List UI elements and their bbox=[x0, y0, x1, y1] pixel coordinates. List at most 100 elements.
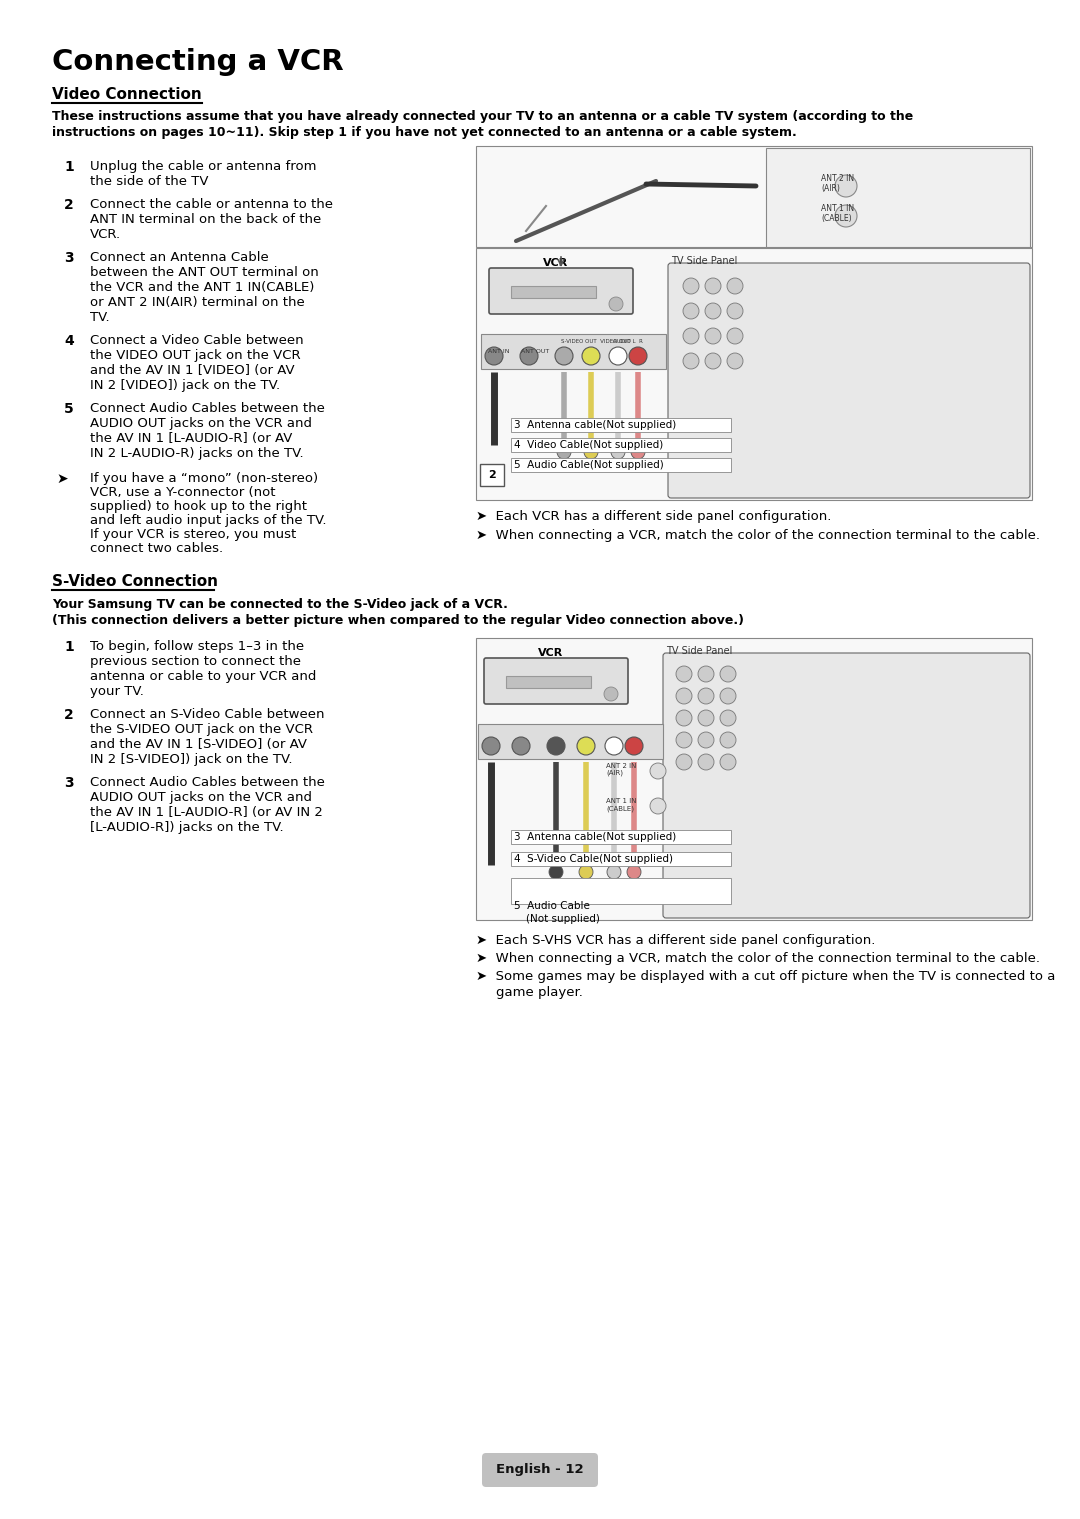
Circle shape bbox=[582, 346, 600, 365]
Text: These instructions assume that you have already connected your TV to an antenna : These instructions assume that you have … bbox=[52, 109, 914, 123]
Circle shape bbox=[676, 753, 692, 770]
Text: instructions on pages 10~11). Skip step 1 if you have not yet connected to an an: instructions on pages 10~11). Skip step … bbox=[52, 126, 797, 140]
Bar bbox=[511, 852, 731, 866]
Circle shape bbox=[698, 688, 714, 703]
Text: IN 2 [S-VIDEO]) jack on the TV.: IN 2 [S-VIDEO]) jack on the TV. bbox=[90, 753, 293, 766]
Bar bbox=[511, 286, 596, 298]
Text: 1: 1 bbox=[64, 639, 73, 655]
FancyBboxPatch shape bbox=[480, 463, 504, 486]
Text: IN 2 L-AUDIO-R) jacks on the TV.: IN 2 L-AUDIO-R) jacks on the TV. bbox=[90, 447, 303, 460]
Circle shape bbox=[683, 328, 699, 343]
Circle shape bbox=[546, 737, 565, 755]
Text: 3: 3 bbox=[64, 251, 73, 264]
Bar bbox=[478, 725, 663, 760]
Circle shape bbox=[607, 864, 621, 880]
Circle shape bbox=[727, 352, 743, 369]
Text: IN 2 [VIDEO]) jack on the TV.: IN 2 [VIDEO]) jack on the TV. bbox=[90, 380, 280, 392]
Circle shape bbox=[705, 352, 721, 369]
Text: ANT IN: ANT IN bbox=[488, 349, 510, 354]
Text: AUDIO L  R: AUDIO L R bbox=[613, 339, 643, 343]
Text: your TV.: your TV. bbox=[90, 685, 144, 699]
Text: AUDIO OUT jacks on the VCR and: AUDIO OUT jacks on the VCR and bbox=[90, 418, 312, 430]
Circle shape bbox=[519, 346, 538, 365]
Text: the S-VIDEO OUT jack on the VCR: the S-VIDEO OUT jack on the VCR bbox=[90, 723, 313, 737]
Circle shape bbox=[683, 352, 699, 369]
Text: or ANT 2 IN(AIR) terminal on the: or ANT 2 IN(AIR) terminal on the bbox=[90, 296, 305, 308]
Circle shape bbox=[683, 302, 699, 319]
Text: 4: 4 bbox=[64, 334, 73, 348]
Text: S-VIDEO OUT  VIDEO OUT: S-VIDEO OUT VIDEO OUT bbox=[561, 339, 631, 343]
Text: ANT 2 IN
(AIR): ANT 2 IN (AIR) bbox=[821, 175, 854, 193]
Circle shape bbox=[683, 278, 699, 295]
Text: (This connection delivers a better picture when compared to the regular Video co: (This connection delivers a better pictu… bbox=[52, 614, 744, 627]
Circle shape bbox=[727, 302, 743, 319]
Text: (Not supplied): (Not supplied) bbox=[526, 914, 599, 924]
Circle shape bbox=[720, 753, 735, 770]
Text: game player.: game player. bbox=[496, 986, 583, 1000]
Text: ANT IN terminal on the back of the: ANT IN terminal on the back of the bbox=[90, 213, 321, 226]
Text: connect two cables.: connect two cables. bbox=[90, 542, 224, 554]
Bar bbox=[476, 248, 1032, 500]
FancyBboxPatch shape bbox=[663, 653, 1030, 917]
Text: the AV IN 1 [L-AUDIO-R] (or AV IN 2: the AV IN 1 [L-AUDIO-R] (or AV IN 2 bbox=[90, 807, 323, 819]
FancyBboxPatch shape bbox=[484, 658, 627, 703]
Circle shape bbox=[604, 687, 618, 700]
Text: the AV IN 1 [L-AUDIO-R] (or AV: the AV IN 1 [L-AUDIO-R] (or AV bbox=[90, 431, 293, 445]
Text: Connecting a VCR: Connecting a VCR bbox=[52, 49, 343, 76]
Text: 4  S-Video Cable(Not supplied): 4 S-Video Cable(Not supplied) bbox=[514, 854, 673, 864]
Text: antenna or cable to your VCR and: antenna or cable to your VCR and bbox=[90, 670, 316, 684]
Bar bbox=[476, 146, 1032, 248]
Text: 2: 2 bbox=[64, 197, 73, 213]
Text: 3: 3 bbox=[64, 776, 73, 790]
Text: 4  Video Cable(Not supplied): 4 Video Cable(Not supplied) bbox=[514, 441, 663, 450]
Text: 2: 2 bbox=[64, 708, 73, 722]
Text: English - 12: English - 12 bbox=[496, 1463, 584, 1476]
Text: Video Connection: Video Connection bbox=[52, 87, 202, 102]
Bar bbox=[507, 676, 591, 688]
Text: and the AV IN 1 [S-VIDEO] (or AV: and the AV IN 1 [S-VIDEO] (or AV bbox=[90, 738, 307, 750]
Text: AUDIO OUT jacks on the VCR and: AUDIO OUT jacks on the VCR and bbox=[90, 791, 312, 804]
Circle shape bbox=[835, 205, 858, 226]
Circle shape bbox=[605, 737, 623, 755]
Text: If you have a “mono” (non-stereo): If you have a “mono” (non-stereo) bbox=[90, 472, 319, 485]
Bar bbox=[511, 878, 731, 904]
Text: Your Samsung TV can be connected to the S-Video jack of a VCR.: Your Samsung TV can be connected to the … bbox=[52, 598, 508, 611]
Text: between the ANT OUT terminal on: between the ANT OUT terminal on bbox=[90, 266, 319, 279]
Circle shape bbox=[482, 737, 500, 755]
Circle shape bbox=[676, 688, 692, 703]
Circle shape bbox=[676, 732, 692, 747]
Circle shape bbox=[549, 864, 563, 880]
Circle shape bbox=[720, 688, 735, 703]
Text: Connect an S-Video Cable between: Connect an S-Video Cable between bbox=[90, 708, 324, 722]
Circle shape bbox=[485, 346, 503, 365]
Text: ANT 1 IN
(CABLE): ANT 1 IN (CABLE) bbox=[606, 797, 636, 811]
Text: VCR: VCR bbox=[538, 649, 564, 658]
Text: ANT OUT: ANT OUT bbox=[521, 349, 550, 354]
Text: and left audio input jacks of the TV.: and left audio input jacks of the TV. bbox=[90, 513, 326, 527]
Text: 5  Audio Cable: 5 Audio Cable bbox=[514, 901, 590, 911]
Text: ➤  When connecting a VCR, match the color of the connection terminal to the cabl: ➤ When connecting a VCR, match the color… bbox=[476, 952, 1040, 965]
Text: 3  Antenna cable(Not supplied): 3 Antenna cable(Not supplied) bbox=[514, 419, 676, 430]
Text: TV.: TV. bbox=[90, 311, 110, 324]
Circle shape bbox=[579, 864, 593, 880]
Text: ➤  Some games may be displayed with a cut off picture when the TV is connected t: ➤ Some games may be displayed with a cut… bbox=[476, 971, 1055, 983]
Text: Connect Audio Cables between the: Connect Audio Cables between the bbox=[90, 403, 325, 415]
Circle shape bbox=[720, 665, 735, 682]
Text: Connect Audio Cables between the: Connect Audio Cables between the bbox=[90, 776, 325, 788]
Circle shape bbox=[627, 864, 642, 880]
Text: 5  Audio Cable(Not supplied): 5 Audio Cable(Not supplied) bbox=[514, 460, 664, 469]
Text: S-Video Connection: S-Video Connection bbox=[52, 574, 218, 589]
Circle shape bbox=[705, 278, 721, 295]
Text: If your VCR is stereo, you must: If your VCR is stereo, you must bbox=[90, 529, 296, 541]
Text: 5: 5 bbox=[64, 403, 73, 416]
Text: the VCR and the ANT 1 IN(CABLE): the VCR and the ANT 1 IN(CABLE) bbox=[90, 281, 314, 295]
Text: TV Side Panel: TV Side Panel bbox=[671, 257, 738, 266]
Circle shape bbox=[609, 298, 623, 311]
Text: Connect the cable or antenna to the: Connect the cable or antenna to the bbox=[90, 197, 333, 211]
Bar bbox=[766, 147, 1030, 248]
Text: To begin, follow steps 1–3 in the: To begin, follow steps 1–3 in the bbox=[90, 639, 305, 653]
Circle shape bbox=[705, 302, 721, 319]
Circle shape bbox=[698, 753, 714, 770]
Text: VCR.: VCR. bbox=[90, 228, 121, 242]
Text: and the AV IN 1 [VIDEO] (or AV: and the AV IN 1 [VIDEO] (or AV bbox=[90, 365, 295, 377]
